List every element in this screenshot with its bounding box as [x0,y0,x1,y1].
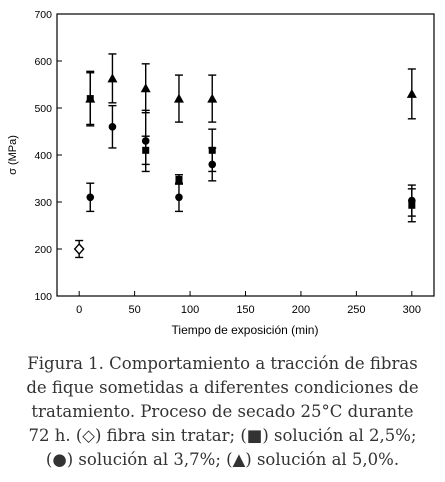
circle-point [141,137,150,145]
triangle-point [173,93,184,103]
circle-point [175,193,183,202]
tensile-strength-chart: 0 50 100 150 200 250 300100200300400500600700 … [7,9,435,337]
x-tick-label: 250 [347,304,365,316]
y-tick-label: 300 [34,197,52,209]
x-axis-label: Tiempo de exposición (min) [172,323,319,337]
x-tick-label: 100 [181,304,199,316]
axis-ticks: 0 50 100 150 200 250 300 100 200 300 400 500 600 700 [34,9,421,316]
y-tick-label: 200 [34,244,52,256]
y-tick-label: 600 [34,56,52,68]
y-tick-label: 500 [34,103,52,115]
triangle-point [107,73,118,83]
x-tick-label: 150 [236,304,254,316]
figure-caption: Figura 1. Comportamiento a tracción de f… [26,354,419,469]
x-tick-label: 200 [292,304,310,316]
square-point [175,175,183,183]
triangle-point [140,83,151,93]
circle-point [108,123,117,131]
triangle-point [406,88,417,98]
circle-point [208,160,217,169]
diamond-point [73,242,85,256]
y-tick-label: 100 [34,291,52,303]
plot-frame [56,13,435,297]
circle-point [86,193,95,202]
triangle-point [85,93,96,103]
x-tick-label: 300 [403,304,421,316]
data-marks [73,53,417,259]
triangle-point [207,93,218,103]
y-tick-label: 700 [34,9,52,21]
circle-point [408,196,416,205]
y-tick-label: 400 [34,150,52,162]
x-tick-label: 50 [128,304,140,316]
y-axis-label: σ (MPa) [7,135,19,175]
x-tick-label: 0 [76,304,82,316]
